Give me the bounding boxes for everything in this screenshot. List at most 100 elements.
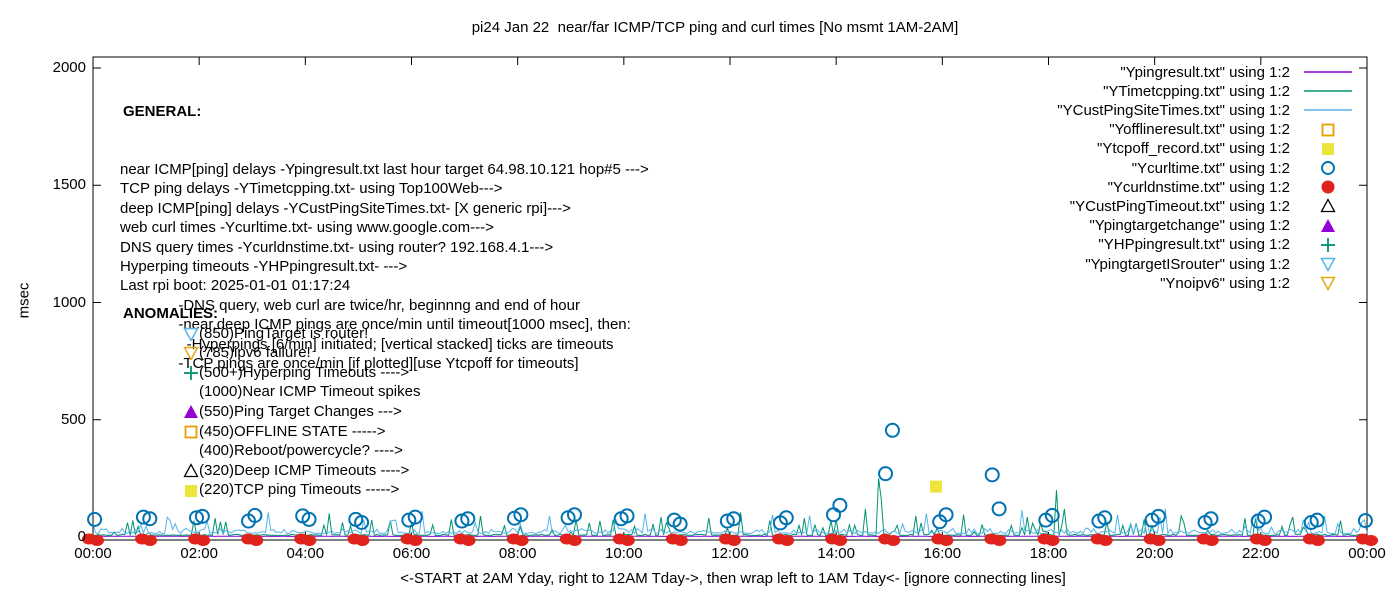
legend-label: "YCustPingTimeout.txt" using 1:2 [1069,197,1290,215]
curl-time-point [672,516,688,532]
triangle-down-open-icon [183,327,199,341]
no-icon [183,443,199,458]
dns-time-point [143,535,158,546]
circle-filled-icon [1321,180,1335,194]
legend-item: "YTimetcpping.txt" using 1:2 [800,82,1400,101]
legend-label: "YpingtargetISrouter" using 1:2 [1085,255,1290,273]
general-line: -near,deep ICMP pings are once/min until… [120,316,631,334]
anomaly-text: (850)PingTarget is router! [199,324,369,342]
legend-item: "YCustPingSiteTimes.txt" using 1:2 [800,101,1400,120]
dns-time-point [249,535,264,546]
legend-label: "Ytcpoff_record.txt" using 1:2 [1097,140,1290,158]
line-icon [1304,109,1352,112]
anomaly-text: (500+)Hyperping Timeouts ----> [199,363,410,381]
dns-time-point [355,535,370,546]
curl-time-point [938,507,954,523]
legend-item: "Ynoipv6" using 1:2 [800,274,1400,293]
triangle-down-open-icon [183,347,199,361]
legend-marker [1296,83,1360,99]
dns-time-point [939,535,954,546]
curl-time-point [878,466,894,482]
square-filled-icon [1322,142,1334,155]
legend-marker [1296,64,1360,80]
legend-marker [1296,141,1360,157]
plus-icon [183,365,199,381]
anomalies-header: ANOMALIES: [123,305,218,322]
anomaly-item: (785)ipv6 failure! [183,343,420,363]
legend-marker [1296,198,1360,214]
line-icon [1304,90,1352,93]
line-icon [1304,71,1352,73]
dns-time-point [302,535,317,546]
dns-time-point [461,535,476,546]
x-tick-label: 14:00 [817,545,855,562]
anomaly-item: (220)TCP ping Timeouts -----> [183,480,420,500]
curl-time-point [726,511,742,527]
anomaly-text: (785)ipv6 failure! [199,344,311,362]
curl-time-point [1357,513,1373,529]
legend-label: "YTimetcpping.txt" using 1:2 [1103,82,1290,100]
dns-time-point [727,535,741,546]
curl-time-point [301,511,317,527]
general-header: GENERAL: [123,102,202,120]
anomaly-text: (1000)Near ICMP Timeout spikes [199,383,421,401]
legend-item: "YHPpingresult.txt" using 1:2 [800,235,1400,254]
general-line: Hyperping timeouts -YHPpingresult.txt- -… [120,258,408,276]
triangle-up-open-icon [183,463,199,478]
curl-time-point [1097,510,1113,526]
dns-time-point [1364,535,1378,546]
plus-icon [1321,237,1335,252]
curl-time-point [135,509,151,525]
general-line: TCP ping delays -YTimetcpping.txt- using… [120,180,503,198]
dns-time-point [567,535,582,546]
no-icon [183,385,199,400]
legend-item: "YCustPingTimeout.txt" using 1:2 [800,197,1400,216]
curl-time-point [407,509,423,525]
y-tick-label: 2000 [52,59,86,76]
circle-open-icon [1321,161,1335,176]
tcp-timeout-square [929,480,942,493]
anomaly-text: (400)Reboot/powercycle? ----> [199,442,403,460]
curl-time-point [513,507,529,523]
curl-time-point [719,513,735,529]
dns-time-point [514,535,529,546]
triangle-up-filled-icon [1321,218,1335,232]
x-axis-footer-note: <-START at 2AM Yday, right to 12AM Tday-… [400,570,1066,587]
dns-time-point [620,535,635,546]
triangle-down-open-icon [1320,257,1336,273]
square-filled-icon [183,483,199,498]
curl-time-point [1203,511,1219,527]
curl-time-point [778,510,794,526]
curl-time-point [991,501,1007,517]
square-open-icon [183,424,199,439]
legend-label: "Ypingresult.txt" using 1:2 [1120,63,1290,81]
legend-marker [1296,237,1360,253]
dns-time-point [196,535,211,546]
curl-time-point [87,511,103,527]
legend-label: "YCustPingSiteTimes.txt" using 1:2 [1057,101,1290,119]
x-tick-label: 16:00 [923,545,962,562]
curl-time-point [984,467,1000,483]
legend-marker [1296,256,1360,273]
legend-marker [1296,179,1360,195]
triangle-down-open-icon [183,345,199,361]
dns-time-point [673,535,688,546]
curl-time-point [1044,507,1060,523]
legend-item: "Ycurldnstime.txt" using 1:2 [800,178,1400,197]
curl-time-point [354,514,370,530]
dns-time-point [90,535,104,546]
curl-time-point [619,508,635,524]
dns-time-point [886,535,901,546]
curl-time-point [460,511,476,527]
y-tick-label: 0 [77,528,86,545]
general-notes-block: GENERAL: near ICMP[ping] delays -Ypingre… [120,63,649,393]
x-tick-label: 04:00 [286,545,325,562]
anomaly-item: (500+)Hyperping Timeouts ----> [183,363,420,383]
y-tick-label: 1500 [52,176,86,194]
triangle-up-open-icon [183,463,199,478]
curl-time-point [1309,512,1325,528]
legend-label: "YHPpingresult.txt" using 1:2 [1098,236,1290,254]
legend-label: "Ycurltime.txt" using 1:2 [1131,159,1290,177]
legend-label: "Ypingtargetchange" using 1:2 [1089,217,1290,235]
square-open-icon [1321,123,1335,137]
